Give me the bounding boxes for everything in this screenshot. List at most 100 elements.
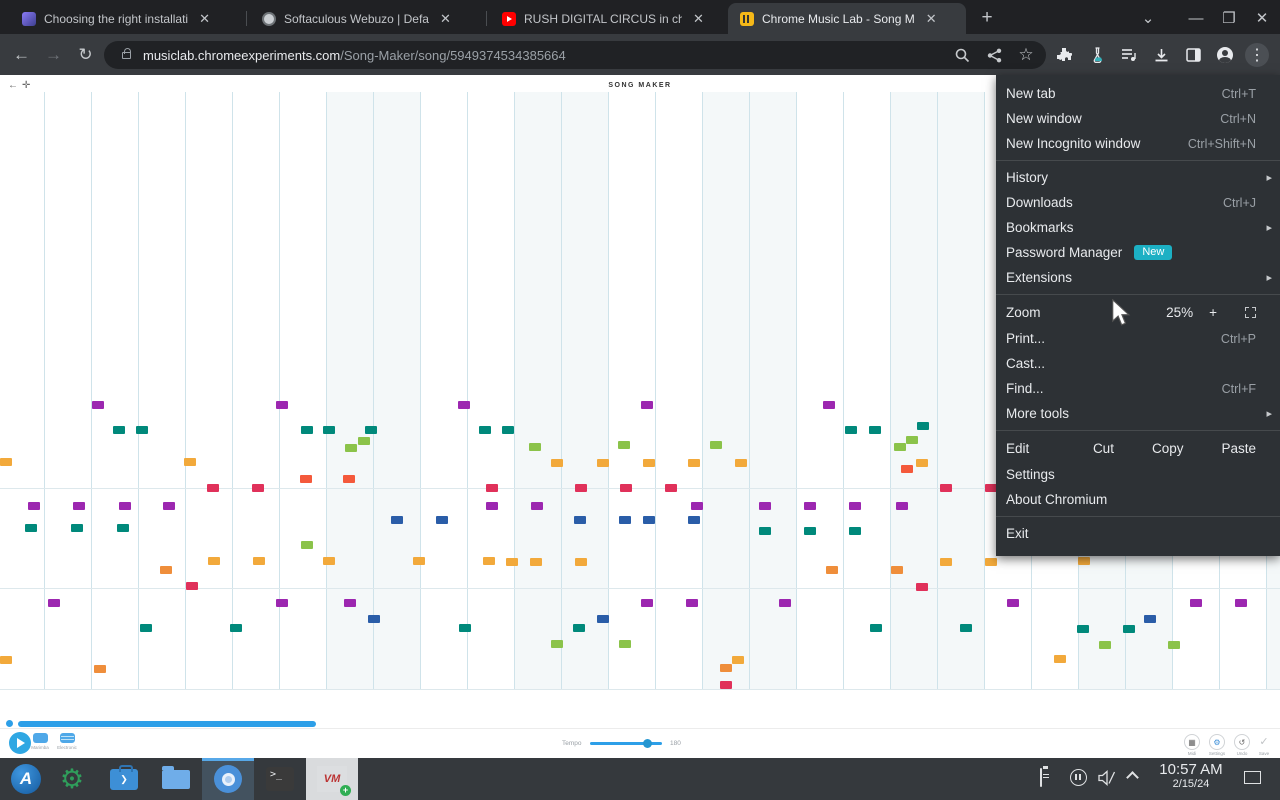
edit-cut-button[interactable]: Cut: [1092, 441, 1114, 456]
note[interactable]: [643, 516, 655, 524]
note[interactable]: [486, 502, 498, 510]
taskbar-app-chromium-active[interactable]: [202, 758, 254, 800]
reload-button[interactable]: ↻: [78, 44, 93, 64]
minimize-button[interactable]: —: [1188, 9, 1204, 27]
kebab-menu-button[interactable]: ⋮: [1245, 43, 1269, 67]
tempo-slider[interactable]: [590, 742, 662, 745]
note[interactable]: [720, 681, 732, 689]
note[interactable]: [530, 558, 542, 566]
note[interactable]: [1099, 641, 1111, 649]
note[interactable]: [502, 426, 514, 434]
taskbar-app-launcher[interactable]: A: [0, 758, 52, 800]
tab-3[interactable]: RUSH DIGITAL CIRCUS in ch ✕: [490, 3, 724, 34]
songmaker-back-icon[interactable]: ←: [8, 80, 18, 91]
note[interactable]: [276, 599, 288, 607]
note[interactable]: [1007, 599, 1019, 607]
note[interactable]: [163, 502, 175, 510]
note[interactable]: [92, 401, 104, 409]
tab-2-close-icon[interactable]: ✕: [439, 10, 451, 26]
profile-avatar-icon[interactable]: [1213, 43, 1237, 67]
note[interactable]: [1235, 599, 1247, 607]
show-desktop-button[interactable]: [1244, 769, 1261, 784]
note[interactable]: [940, 484, 952, 492]
note[interactable]: [779, 599, 791, 607]
pause-status-icon[interactable]: [1070, 769, 1087, 786]
note[interactable]: [551, 459, 563, 467]
note[interactable]: [28, 502, 40, 510]
note[interactable]: [459, 624, 471, 632]
note[interactable]: [531, 502, 543, 510]
share-icon[interactable]: [982, 43, 1006, 67]
note[interactable]: [641, 401, 653, 409]
note[interactable]: [916, 459, 928, 467]
note[interactable]: [1077, 625, 1089, 633]
menu-item-extensions[interactable]: Extensions ▸: [1006, 270, 1272, 285]
menu-item-new-incognito[interactable]: New Incognito window Ctrl+Shift+N: [1006, 136, 1256, 151]
note[interactable]: [344, 599, 356, 607]
note[interactable]: [1078, 557, 1090, 565]
note[interactable]: [1123, 625, 1135, 633]
note[interactable]: [186, 582, 198, 590]
side-panel-icon[interactable]: [1181, 43, 1205, 67]
tab-4-close-icon[interactable]: ✕: [925, 10, 937, 26]
midi-button[interactable]: ▦ Midi: [1180, 734, 1204, 756]
menu-item-password-manager[interactable]: Password Manager New: [996, 240, 1280, 265]
play-button[interactable]: [9, 732, 31, 754]
menu-item-history[interactable]: History ▸: [1006, 170, 1272, 185]
clipboard-tray-icon[interactable]: [1040, 768, 1042, 787]
note[interactable]: [0, 458, 12, 466]
back-button[interactable]: ←: [13, 44, 30, 64]
tray-expand-chevron-icon[interactable]: [1126, 769, 1139, 784]
note[interactable]: [117, 524, 129, 532]
note[interactable]: [94, 665, 106, 673]
note[interactable]: [300, 475, 312, 483]
note[interactable]: [620, 484, 632, 492]
menu-item-about[interactable]: About Chromium: [1006, 492, 1108, 507]
tab-2[interactable]: Softaculous Webuzo | Defa ✕: [250, 3, 484, 34]
forward-button[interactable]: →: [45, 44, 62, 64]
note[interactable]: [73, 502, 85, 510]
note[interactable]: [358, 437, 370, 445]
note[interactable]: [916, 583, 928, 591]
undo-button[interactable]: ↺ Undo: [1230, 734, 1254, 756]
note[interactable]: [869, 426, 881, 434]
extensions-puzzle-icon[interactable]: [1052, 43, 1076, 67]
settings-button[interactable]: ⚙ Settings: [1205, 734, 1229, 756]
note[interactable]: [619, 640, 631, 648]
note[interactable]: [1144, 615, 1156, 623]
note[interactable]: [208, 557, 220, 565]
note[interactable]: [845, 426, 857, 434]
new-tab-button[interactable]: +: [981, 7, 993, 28]
note[interactable]: [25, 524, 37, 532]
note[interactable]: [891, 566, 903, 574]
note[interactable]: [506, 558, 518, 566]
note[interactable]: [368, 615, 380, 623]
note[interactable]: [686, 599, 698, 607]
note[interactable]: [413, 557, 425, 565]
note[interactable]: [917, 422, 929, 430]
note[interactable]: [1190, 599, 1202, 607]
note[interactable]: [849, 502, 861, 510]
taskbar-clock[interactable]: 10:57 AM 2/15/24: [1150, 761, 1232, 790]
tab-4-active[interactable]: Chrome Music Lab - Song M ✕: [728, 3, 966, 34]
note[interactable]: [759, 527, 771, 535]
restore-button[interactable]: ❐: [1222, 10, 1236, 27]
menu-item-downloads[interactable]: Downloads Ctrl+J: [1006, 195, 1256, 210]
note[interactable]: [849, 527, 861, 535]
note[interactable]: [894, 443, 906, 451]
percussion-button[interactable]: Electronic: [55, 733, 79, 750]
note[interactable]: [804, 527, 816, 535]
note[interactable]: [230, 624, 242, 632]
note[interactable]: [985, 484, 997, 492]
note[interactable]: [486, 484, 498, 492]
edit-copy-button[interactable]: Copy: [1151, 441, 1184, 456]
songmaker-move-icon[interactable]: ✛: [22, 80, 31, 91]
note[interactable]: [573, 624, 585, 632]
note[interactable]: [529, 443, 541, 451]
note[interactable]: [458, 401, 470, 409]
note-grid[interactable]: 1234567891011121314151617181920212223242…: [0, 92, 1280, 690]
tab-1-close-icon[interactable]: ✕: [199, 10, 210, 26]
bookmark-star-icon[interactable]: ☆: [1018, 45, 1034, 64]
fullscreen-icon[interactable]: [1245, 307, 1256, 318]
playlist-queue-icon[interactable]: [1117, 43, 1141, 67]
